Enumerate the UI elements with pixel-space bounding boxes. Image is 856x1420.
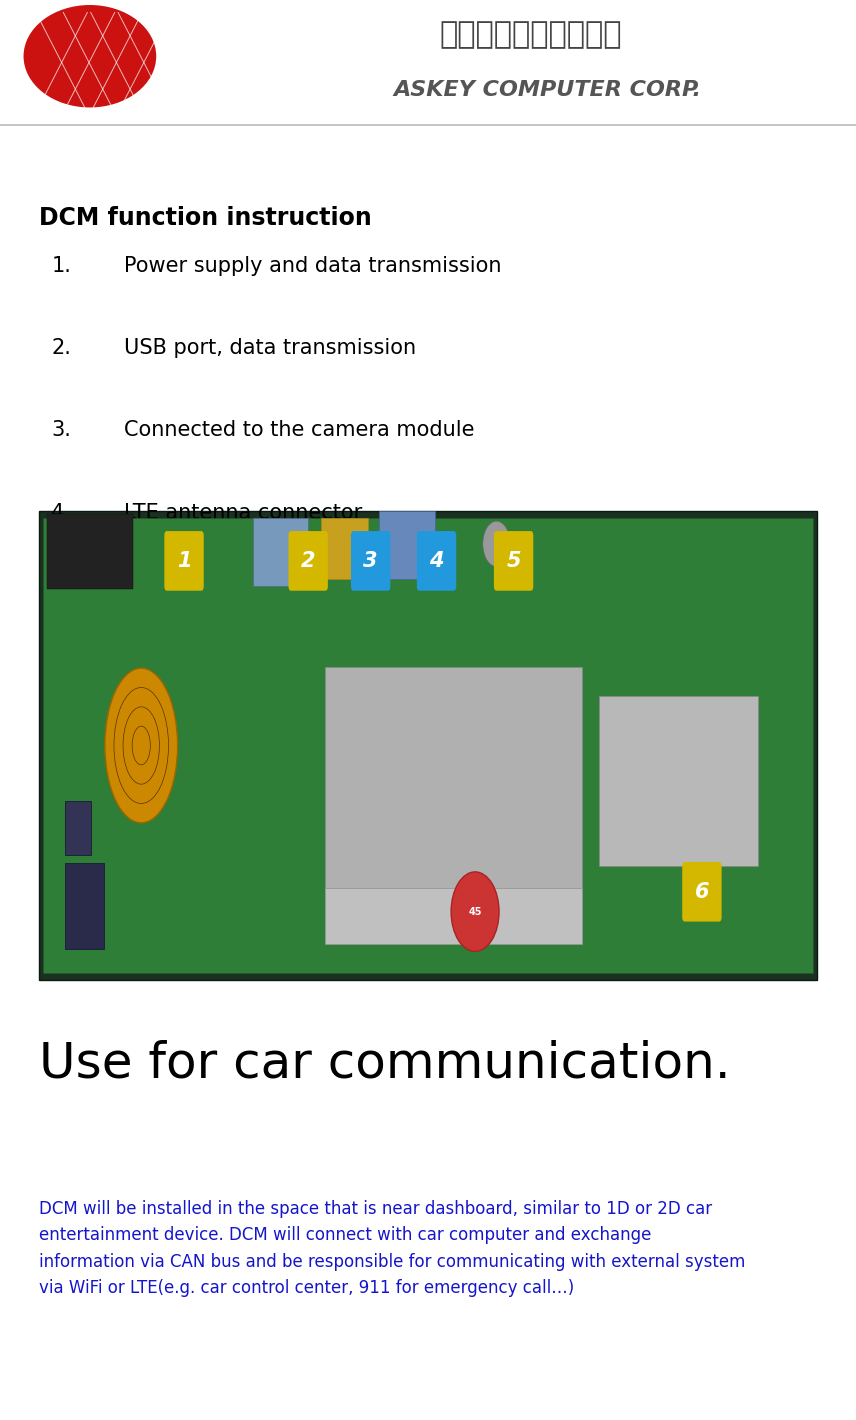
Text: 6: 6 (695, 882, 709, 902)
Text: 4: 4 (430, 551, 443, 571)
Text: 6.: 6. (51, 667, 71, 687)
Ellipse shape (23, 6, 156, 108)
Text: Use for car communication.: Use for car communication. (39, 1039, 730, 1088)
Text: 4.: 4. (51, 503, 71, 523)
Bar (599, 696, 758, 866)
Circle shape (451, 872, 499, 951)
Text: Power supply and data transmission: Power supply and data transmission (124, 256, 502, 275)
FancyBboxPatch shape (417, 531, 456, 591)
Bar (65, 801, 91, 855)
Text: DCM function instruction: DCM function instruction (39, 206, 372, 230)
Text: Support WIFI communication: Support WIFI communication (124, 667, 425, 687)
Text: 亞旭電腦股份有限公司: 亞旭電腦股份有限公司 (439, 20, 622, 50)
Text: Connected to the camera module: Connected to the camera module (124, 420, 474, 440)
Bar (43, 518, 813, 973)
Bar (47, 514, 133, 589)
FancyBboxPatch shape (494, 531, 533, 591)
Text: 1.: 1. (51, 256, 71, 275)
Bar (321, 518, 368, 579)
Text: 1: 1 (177, 551, 191, 571)
Ellipse shape (105, 669, 178, 822)
Bar (65, 863, 104, 949)
Text: USB port, data transmission: USB port, data transmission (124, 338, 416, 358)
Text: 5: 5 (507, 551, 520, 571)
FancyBboxPatch shape (164, 531, 204, 591)
Text: 3.: 3. (51, 420, 71, 440)
Text: GPS antenna connector: GPS antenna connector (124, 585, 370, 605)
Circle shape (483, 521, 510, 567)
Text: 2.: 2. (51, 338, 71, 358)
Text: ASKEY COMPUTER CORP.: ASKEY COMPUTER CORP. (394, 80, 702, 99)
Bar (379, 511, 435, 579)
Bar (253, 518, 308, 586)
FancyBboxPatch shape (288, 531, 328, 591)
Text: 3: 3 (364, 551, 377, 571)
Bar (325, 667, 582, 888)
Text: 45: 45 (468, 906, 482, 917)
Bar (325, 888, 582, 944)
Bar (39, 511, 817, 980)
Bar (0, 0, 856, 125)
Text: 5.: 5. (51, 585, 71, 605)
FancyBboxPatch shape (682, 862, 722, 922)
Text: DCM will be installed in the space that is near dashboard, similar to 1D or 2D c: DCM will be installed in the space that … (39, 1200, 745, 1296)
FancyBboxPatch shape (351, 531, 390, 591)
Text: LTE antenna connector: LTE antenna connector (124, 503, 362, 523)
Text: 2: 2 (301, 551, 315, 571)
